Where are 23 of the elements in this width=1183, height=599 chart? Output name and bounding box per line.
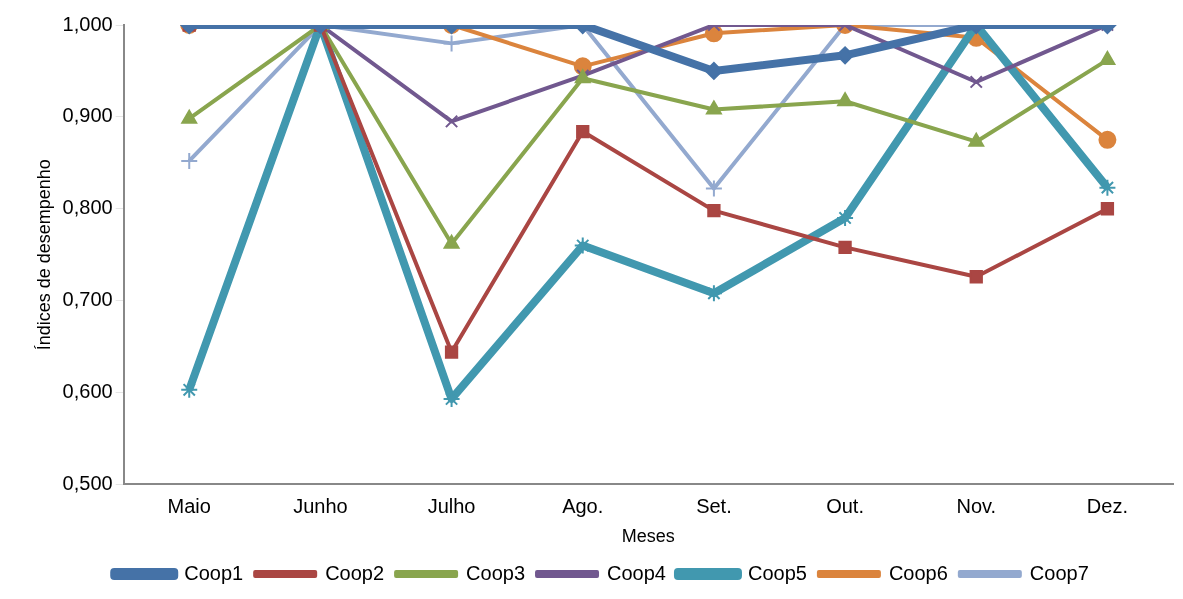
x-tick-label: Julho — [427, 494, 476, 517]
x-tick-label: Nov. — [956, 494, 997, 517]
y-axis-title: Índices de desempenho — [33, 159, 54, 351]
x-tick-label: Out. — [826, 494, 864, 517]
legend-label: Coop1 — [184, 561, 244, 584]
legend-label: Coop7 — [1029, 561, 1089, 584]
legend-label: Coop3 — [466, 561, 526, 584]
legend-label: Coop6 — [888, 561, 948, 584]
x-axis-title: Meses — [621, 526, 675, 547]
x-tick-label: Ago. — [562, 494, 604, 517]
y-tick-label: 0,700 — [62, 288, 113, 311]
x-tick-label: Maio — [167, 494, 211, 517]
legend-label: Coop5 — [747, 561, 807, 584]
x-tick-label: Junho — [293, 494, 348, 517]
y-tick-label: 0,500 — [62, 471, 113, 494]
x-tick-label: Dez. — [1086, 494, 1128, 517]
x-tick-label: Set. — [696, 494, 732, 517]
legend-label: Coop4 — [607, 561, 666, 584]
y-tick-label: 1,000 — [62, 12, 113, 35]
y-tick-label: 0,800 — [62, 196, 113, 219]
y-tick-label: 0,900 — [62, 104, 113, 127]
y-tick-label: 0,600 — [62, 380, 113, 403]
legend-label: Coop2 — [325, 561, 385, 584]
